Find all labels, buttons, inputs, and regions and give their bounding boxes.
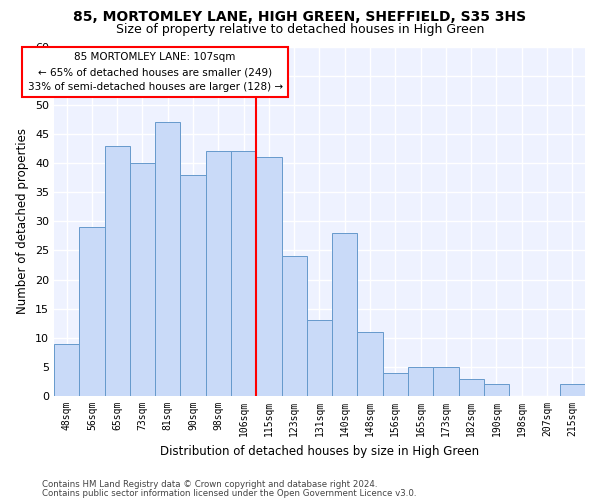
- X-axis label: Distribution of detached houses by size in High Green: Distribution of detached houses by size …: [160, 444, 479, 458]
- Bar: [383, 373, 408, 396]
- Bar: [484, 384, 509, 396]
- Bar: [560, 384, 585, 396]
- Text: 85 MORTOMLEY LANE: 107sqm
← 65% of detached houses are smaller (249)
33% of semi: 85 MORTOMLEY LANE: 107sqm ← 65% of detac…: [28, 52, 283, 92]
- Bar: [130, 163, 155, 396]
- Bar: [433, 367, 458, 396]
- Text: Size of property relative to detached houses in High Green: Size of property relative to detached ho…: [116, 22, 484, 36]
- Bar: [79, 227, 104, 396]
- Bar: [408, 367, 433, 396]
- Bar: [104, 146, 130, 396]
- Bar: [206, 152, 231, 396]
- Bar: [256, 157, 281, 396]
- Bar: [54, 344, 79, 396]
- Text: Contains public sector information licensed under the Open Government Licence v3: Contains public sector information licen…: [42, 488, 416, 498]
- Text: 85, MORTOMLEY LANE, HIGH GREEN, SHEFFIELD, S35 3HS: 85, MORTOMLEY LANE, HIGH GREEN, SHEFFIEL…: [73, 10, 527, 24]
- Bar: [155, 122, 181, 396]
- Y-axis label: Number of detached properties: Number of detached properties: [16, 128, 29, 314]
- Bar: [181, 174, 206, 396]
- Bar: [281, 256, 307, 396]
- Bar: [307, 320, 332, 396]
- Bar: [231, 152, 256, 396]
- Text: Contains HM Land Registry data © Crown copyright and database right 2024.: Contains HM Land Registry data © Crown c…: [42, 480, 377, 489]
- Bar: [358, 332, 383, 396]
- Bar: [332, 233, 358, 396]
- Bar: [458, 378, 484, 396]
